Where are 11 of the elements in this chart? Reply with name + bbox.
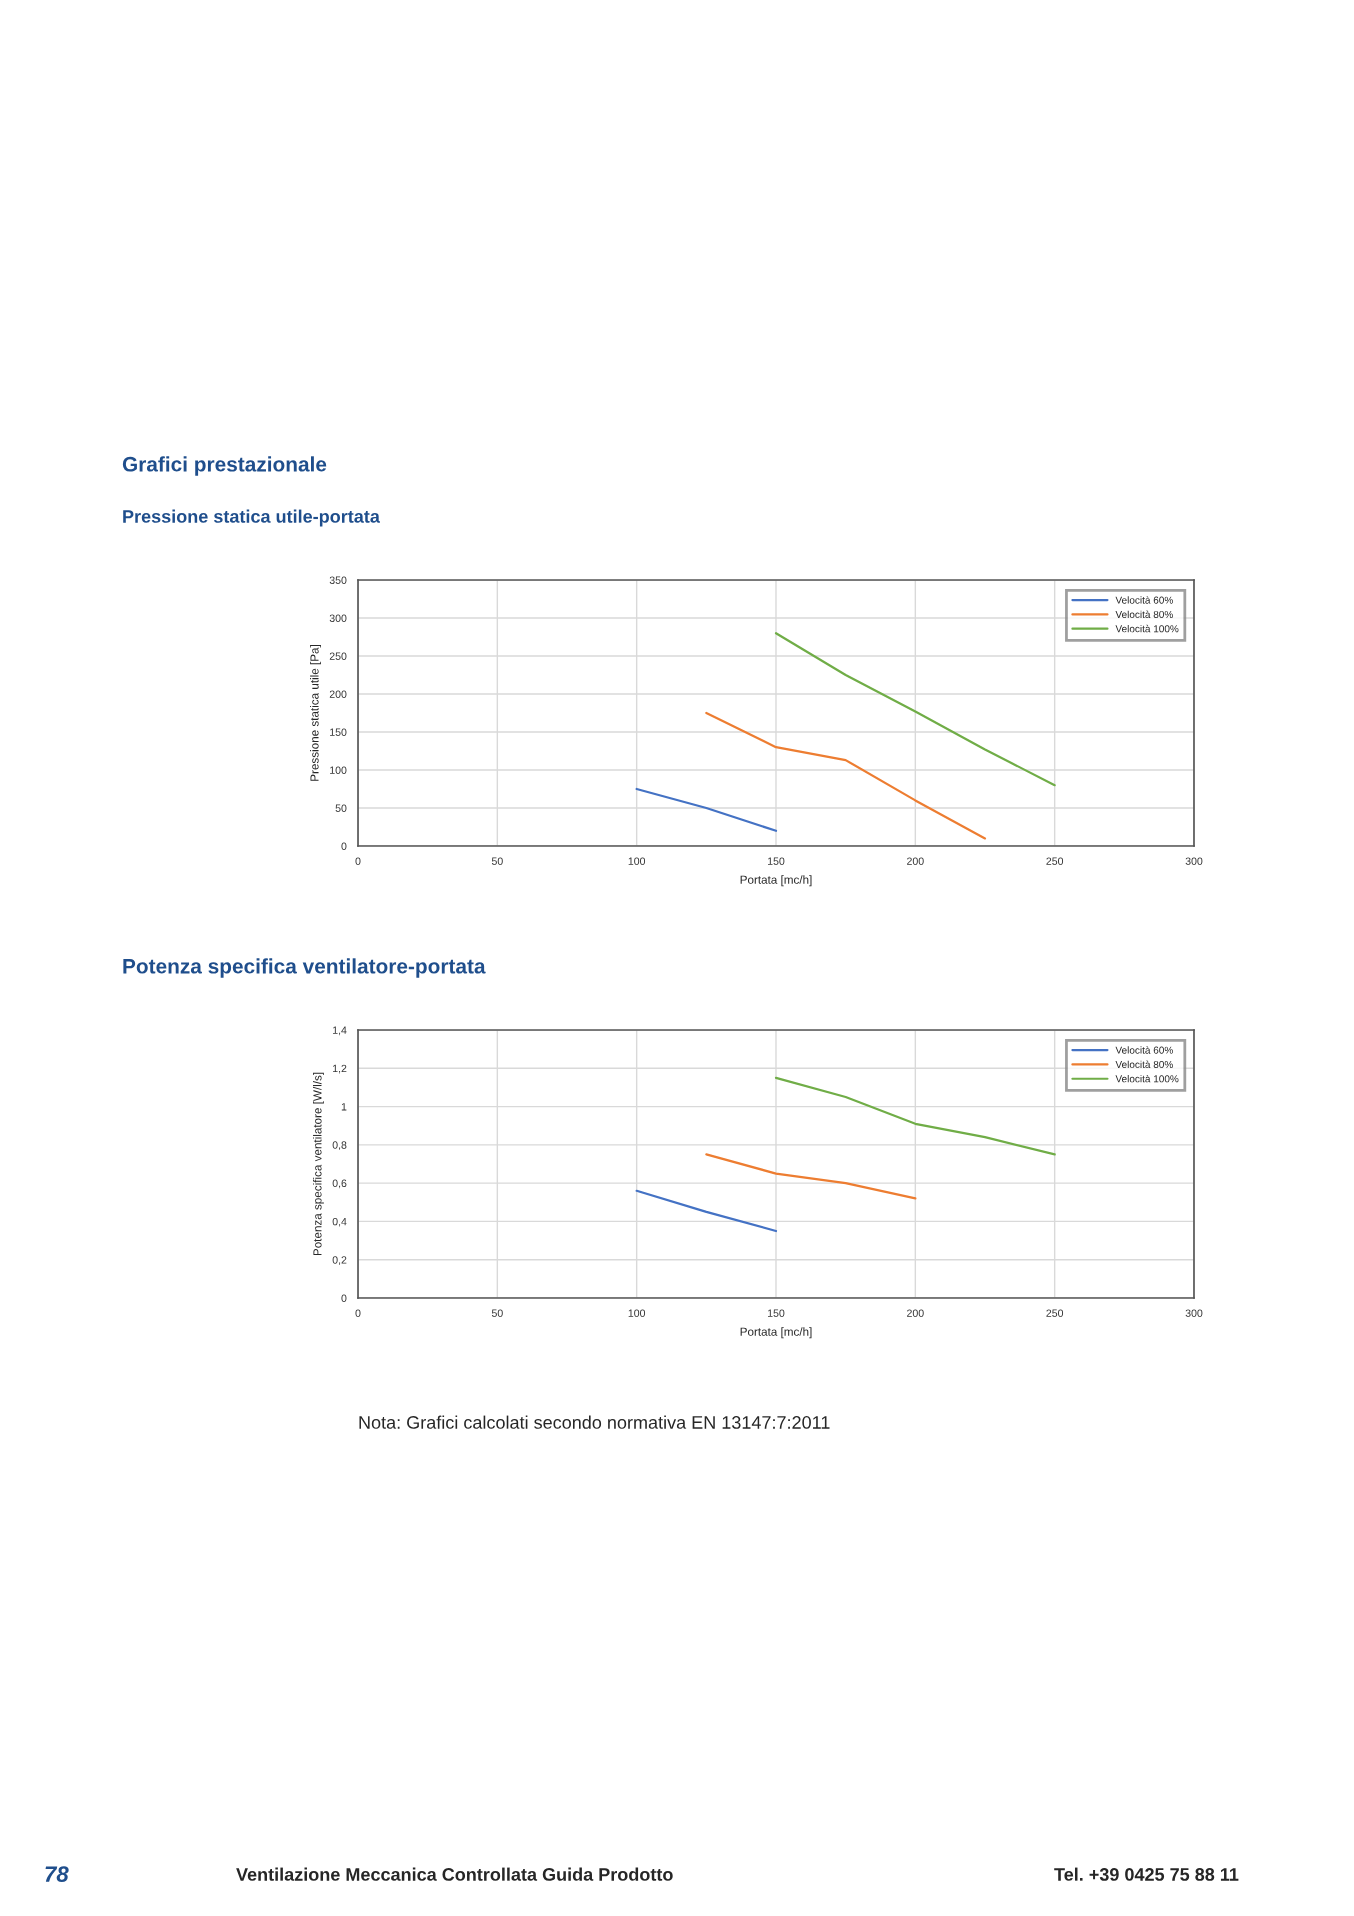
line-series: [774, 1076, 1056, 1156]
chart-subtitle: Pressione statica utile-portata: [123, 509, 380, 527]
line-series: [774, 632, 1056, 787]
text: Nota: Grafici calcolati secondo normativa EN 13147:7:2011: [359, 1415, 830, 1429]
chart-title: Grafici prestazionale: [122, 456, 327, 476]
text: 78: [45, 1866, 69, 1882]
text: Tel. +39 0425 75 88 11: [1054, 1867, 1239, 1881]
line-series: [705, 1153, 917, 1200]
line-series: [705, 711, 987, 840]
text: Ventilazione Meccanica Controllata Guida Prodotto: [236, 1867, 673, 1881]
chart-title: Potenza specifica ventilatore-portata: [123, 958, 486, 978]
